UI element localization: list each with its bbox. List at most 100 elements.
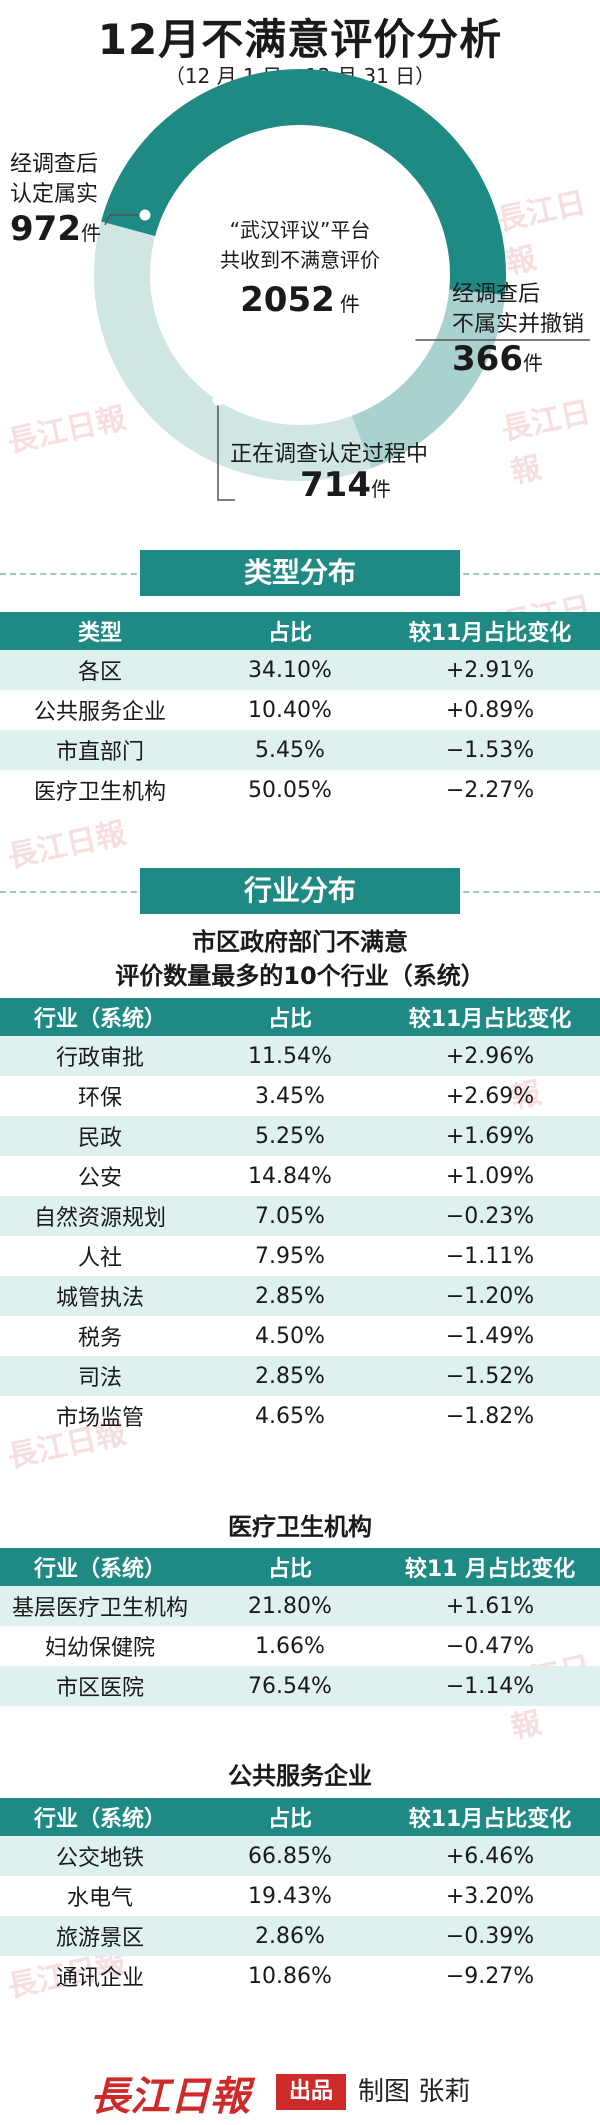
row-label: 各区 (0, 650, 200, 690)
annotation-revoked-line1: 经调查后 (452, 282, 541, 307)
row-label: 人社 (77, 1246, 122, 1271)
row-share: 10.40% (248, 697, 332, 723)
row-change: −1.52% (380, 1356, 600, 1396)
table-row: 环保 3.45% +2.69% (0, 1076, 600, 1116)
donut-center-total-value: 2052 (240, 280, 335, 320)
row-change: +6.46% (380, 1836, 600, 1876)
row-share: 14.84% (248, 1163, 332, 1189)
row-change: +3.20% (445, 1883, 535, 1909)
table-row: 各区 34.10% +2.91% (0, 650, 600, 690)
table-row: 旅游景区 2.86% −0.39% (0, 1916, 600, 1956)
donut-center-text: “武汉评议”平台 共收到不满意评价 (180, 215, 420, 275)
row-change: −1.82% (445, 1403, 535, 1429)
donut-slice-revoked (93, 68, 506, 481)
table-row: 公安 14.84% +1.09% (0, 1156, 600, 1196)
section-title-industry: 行业分布 (140, 868, 460, 914)
annotation-revoked-value: 366 (452, 339, 523, 379)
row-change: +0.89% (445, 697, 535, 723)
row-change: −0.23% (380, 1196, 600, 1236)
row-label: 旅游景区 (0, 1916, 200, 1956)
section-title-type: 类型分布 (140, 550, 460, 596)
row-share: 1.66% (255, 1633, 325, 1659)
row-change: −1.53% (380, 730, 600, 770)
table-row: 人社 7.95% −1.11% (0, 1236, 600, 1276)
table-row: 民政 5.25% +1.69% (0, 1116, 600, 1156)
row-label: 环保 (77, 1086, 122, 1111)
footer-credit: 制图 张莉 (358, 2077, 471, 2107)
row-change: −0.47% (445, 1633, 535, 1659)
col-header: 占比 (200, 1548, 380, 1586)
table-industry-top10: 行业（系统） 占比 较11月占比变化 行政审批 11.54% +2.96% 环保 3.4… (0, 998, 600, 1436)
leader-revoked-dot (404, 334, 416, 346)
leader-verified-line (104, 214, 145, 226)
annotation-investigating-value: 714 (300, 465, 371, 505)
donut-center-line1: “武汉评议”平台 (229, 218, 371, 242)
row-change: +1.61% (380, 1586, 600, 1626)
col-header: 较11 月占比变化 (380, 1548, 600, 1586)
row-share: 5.25% (200, 1116, 380, 1156)
leader-investigating-dot (212, 394, 224, 406)
col-header: 行业（系统） (0, 1798, 200, 1836)
row-label: 医疗卫生机构 (33, 780, 166, 805)
row-label: 市直部门 (0, 730, 200, 770)
table-header-row: 类型 占比 较11月占比变化 (0, 612, 600, 650)
annotation-verified-unit: 件 (80, 221, 101, 245)
row-share: 5.45% (200, 730, 380, 770)
donut-center-total: 2052 件 (180, 280, 420, 320)
table-row: 市区医院 76.54% −1.14% (0, 1666, 600, 1706)
table-row: 司法 2.85% −1.52% (0, 1356, 600, 1396)
row-share: 7.05% (200, 1196, 380, 1236)
table-row: 城管执法 2.85% −1.20% (0, 1276, 600, 1316)
annotation-verified-line2: 认定属实 (10, 182, 99, 207)
row-share: 19.43% (248, 1883, 332, 1909)
footer-logo: 長江日報 (90, 2073, 250, 2120)
donut-center-line2: 共收到不满意评价 (220, 248, 380, 272)
table-row: 自然资源规划 7.05% −0.23% (0, 1196, 600, 1236)
caption-medical: 医疗卫生机构 (228, 1513, 372, 1541)
row-share: 7.95% (255, 1243, 325, 1269)
table-row: 行政审批 11.54% +2.96% (0, 1036, 600, 1076)
row-share: 10.86% (248, 1963, 332, 1989)
row-change: −1.14% (380, 1666, 600, 1706)
table-row: 通讯企业 10.86% −9.27% (0, 1956, 600, 1996)
row-label: 水电气 (66, 1886, 133, 1911)
table-row: 公交地铁 66.85% +6.46% (0, 1836, 600, 1876)
row-label: 公共服务企业 (33, 700, 166, 725)
row-share: 4.50% (255, 1323, 325, 1349)
row-share: 3.45% (255, 1083, 325, 1109)
annotation-verified-value: 972 (10, 209, 81, 249)
col-header: 较11月占比变化 (380, 998, 600, 1036)
row-label: 自然资源规划 (0, 1196, 200, 1236)
row-label: 城管执法 (0, 1276, 200, 1316)
row-change: −1.20% (380, 1276, 600, 1316)
col-header: 行业（系统） (0, 998, 200, 1036)
row-label: 行政审批 (0, 1036, 200, 1076)
row-change: +1.09% (445, 1163, 535, 1189)
row-share: 2.85% (200, 1356, 380, 1396)
annotation-investigating-unit: 件 (370, 477, 391, 501)
row-label: 公交地铁 (0, 1836, 200, 1876)
row-change: +2.91% (380, 650, 600, 690)
row-change: +1.69% (380, 1116, 600, 1156)
row-label: 市区医院 (0, 1666, 200, 1706)
row-change: +2.69% (445, 1083, 535, 1109)
table-row: 市场监管 4.65% −1.82% (0, 1396, 600, 1436)
donut-chart (93, 68, 590, 501)
caption-public-service: 公共服务企业 (228, 1762, 372, 1790)
row-change: +2.96% (380, 1036, 600, 1076)
table-header-row: 行业（系统） 占比 较11 月占比变化 (0, 1548, 600, 1586)
row-label: 妇幼保健院 (44, 1636, 155, 1661)
annotation-revoked-unit: 件 (522, 351, 543, 375)
donut-center-total-unit: 件 (339, 292, 360, 316)
col-header: 占比 (200, 1798, 380, 1836)
watermark-5: 長江日報 (4, 815, 130, 876)
table-row: 基层医疗卫生机构 21.80% +1.61% (0, 1586, 600, 1626)
table-medical: 行业（系统） 占比 较11 月占比变化 基层医疗卫生机构 21.80% +1.61%… (0, 1548, 600, 1706)
table-header-row: 行业（系统） 占比 较11月占比变化 (0, 998, 600, 1036)
page-title: 12月不满意评价分析 (97, 15, 503, 64)
table-public-service: 行业（系统） 占比 较11月占比变化 公交地铁 66.85% +6.46% 水电气 19… (0, 1798, 600, 1996)
col-header: 占比 (200, 612, 380, 650)
annotation-verified-line1: 经调查后 (10, 152, 99, 177)
table-row: 妇幼保健院 1.66% −0.47% (0, 1626, 600, 1666)
footer-badge: 出品 (276, 2074, 346, 2110)
